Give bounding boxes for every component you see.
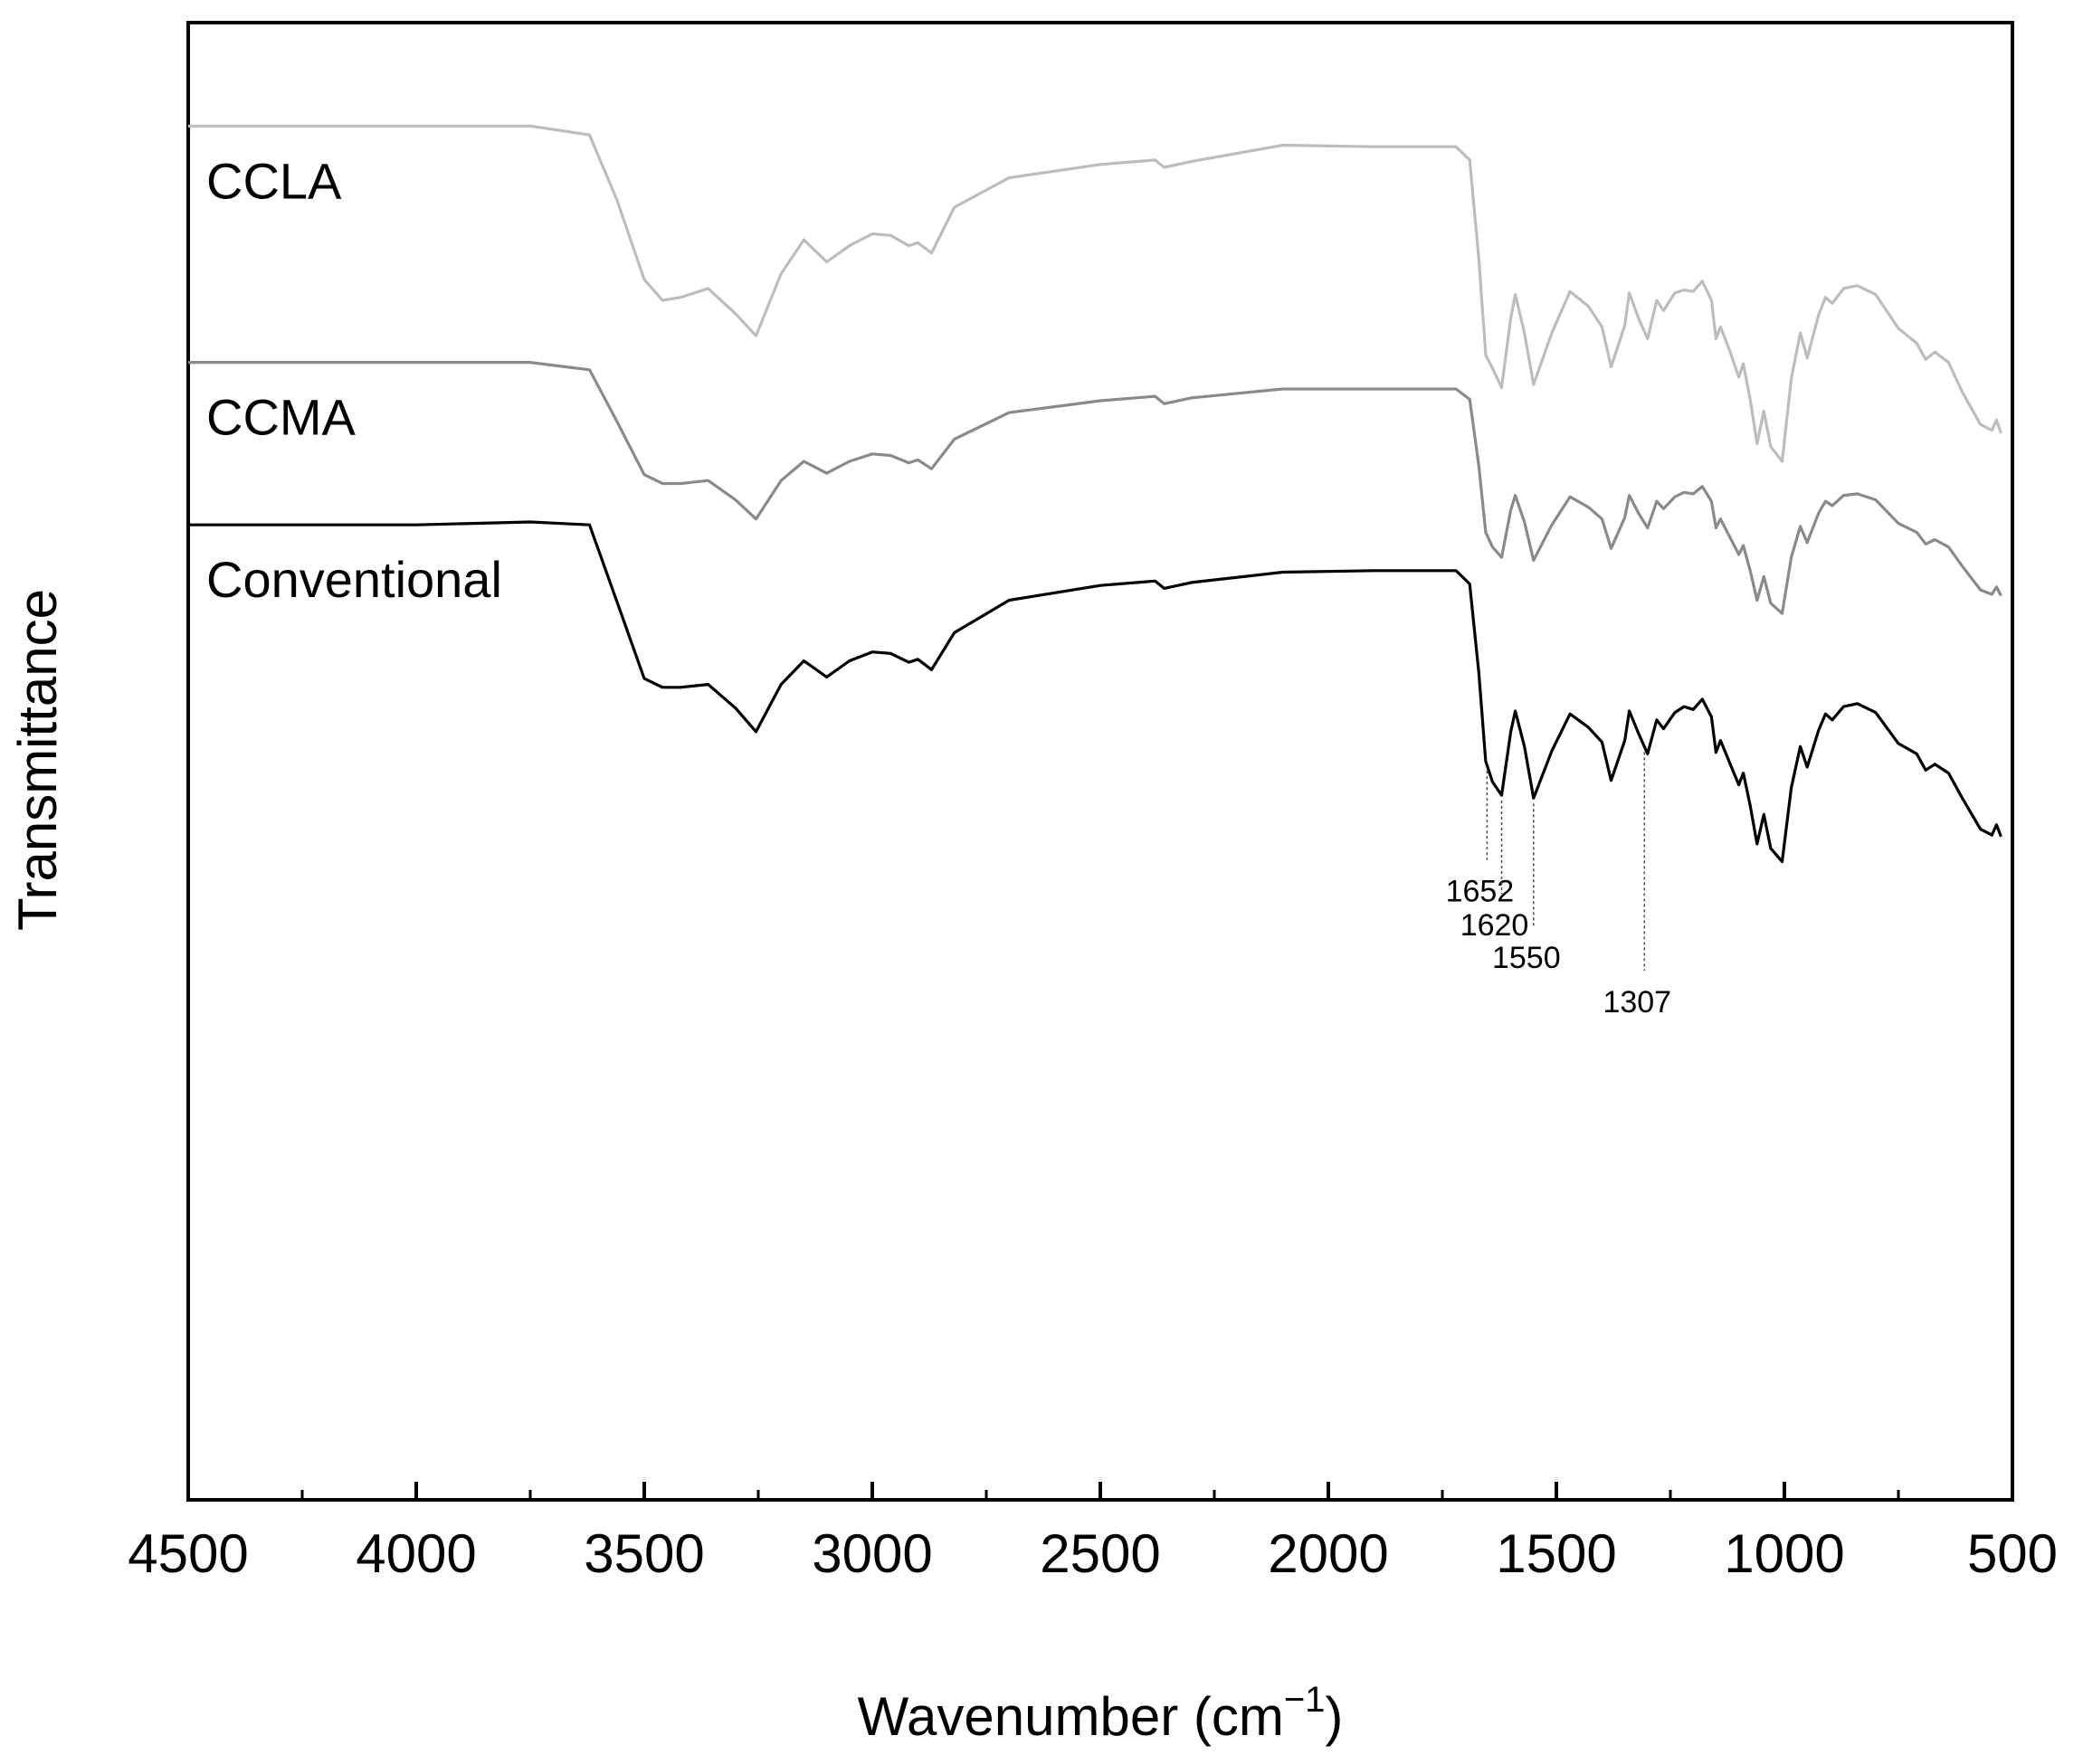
series-line-conventional [188, 520, 2002, 864]
x-tick-label: 2000 [1268, 1523, 1388, 1584]
series-label-ccla: CCLA [206, 152, 342, 209]
x-tick-label: 4500 [128, 1523, 248, 1584]
x-axis-tick-labels: 4500 4000 3500 3000 2500 2000 1500 1000 500 [128, 1523, 2058, 1584]
x-tick-label: 3000 [812, 1523, 932, 1584]
x-axis-ticks [186, 1482, 2014, 1500]
plot-frame [186, 21, 2014, 1502]
x-tick-label: 2500 [1040, 1523, 1160, 1584]
peak-label: 1652 [1446, 875, 1515, 909]
series-line-ccla [188, 124, 2002, 463]
series-labels: CCLA CCMA Conventional [206, 152, 502, 608]
y-axis-title: Transmittance [7, 589, 68, 931]
peak-label: 1307 [1603, 985, 1671, 1020]
x-tick-label: 1000 [1724, 1523, 1844, 1584]
x-axis-title-superscript: −1 [1284, 1680, 1326, 1720]
x-tick-label: 1500 [1496, 1523, 1616, 1584]
x-axis-title-main: Wavenumber (cm [858, 1686, 1284, 1747]
peak-label: 1620 [1460, 908, 1529, 943]
peak-label: 1550 [1492, 941, 1561, 975]
series-label-ccma: CCMA [206, 389, 357, 446]
x-tick-label: 500 [1967, 1523, 2058, 1584]
spectra [188, 124, 2002, 864]
series-line-ccma [188, 361, 2002, 615]
x-tick-label: 3500 [584, 1523, 704, 1584]
x-tick-label: 4000 [356, 1523, 476, 1584]
series-label-conventional: Conventional [206, 551, 502, 608]
x-axis-title: Wavenumber (cm−1) [858, 1680, 1344, 1747]
x-axis-title-close: ) [1325, 1686, 1343, 1747]
